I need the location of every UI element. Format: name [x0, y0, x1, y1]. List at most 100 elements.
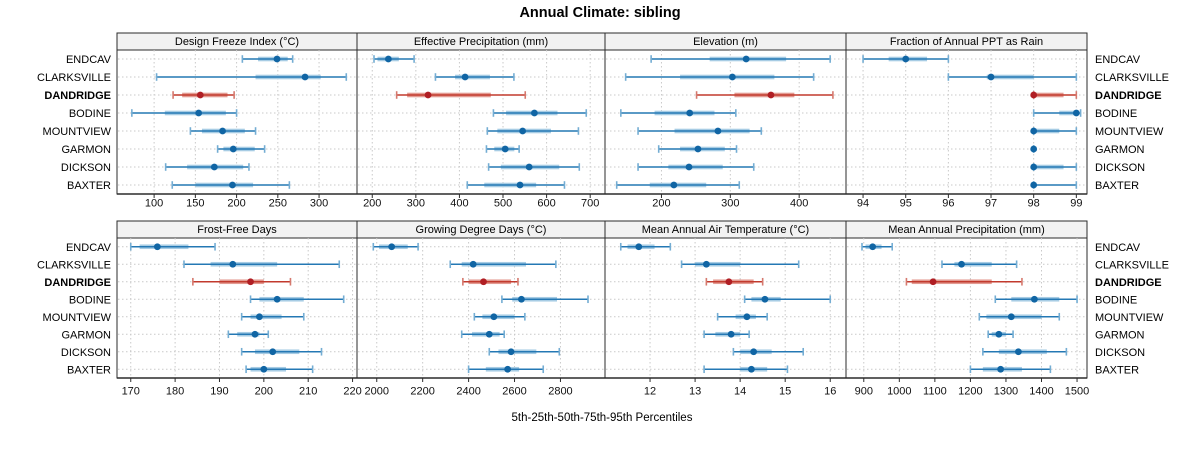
- site-label-right: ENDCAV: [1095, 242, 1141, 254]
- panel-8: Mean Annual Precipitation (mm) 900 1000 110…: [845, 220, 1089, 398]
- series-garmon: [1030, 145, 1038, 153]
- tick-label: 13: [689, 386, 701, 398]
- tick-label: 600: [537, 198, 555, 210]
- median-dot: [260, 365, 268, 373]
- series-baxter: [615, 181, 741, 189]
- series-dandridge: [462, 277, 519, 286]
- median-dot: [1072, 109, 1080, 117]
- median-dot: [210, 163, 218, 171]
- site-label-left: GARMON: [62, 144, 112, 156]
- series-clarksville: [155, 73, 348, 81]
- tick-label: 200: [652, 198, 670, 210]
- series-bodine: [620, 109, 737, 117]
- median-dot: [219, 127, 226, 135]
- tick-label: 500: [494, 198, 512, 210]
- series-mountview: [637, 127, 763, 135]
- site-label-right: DICKSON: [1095, 162, 1145, 174]
- site-label-left: DANDRIDGE: [44, 277, 111, 289]
- site-label-right: BAXTER: [1095, 364, 1139, 376]
- tick-label: 99: [1070, 198, 1082, 210]
- site-label-left: CLARKSVILLE: [37, 259, 111, 271]
- site-label-right: BODINE: [1095, 108, 1137, 120]
- median-dot: [516, 181, 524, 189]
- median-dot: [1030, 127, 1038, 135]
- median-dot: [958, 260, 965, 268]
- tick-label: 700: [581, 198, 599, 210]
- tick-label: 1200: [958, 386, 982, 398]
- median-dot: [761, 295, 769, 303]
- tick-label: 200: [227, 198, 245, 210]
- series-baxter: [466, 181, 566, 189]
- median-dot: [929, 278, 937, 286]
- median-dot: [485, 330, 493, 338]
- series-dickson: [1030, 163, 1078, 171]
- panel-3: Elevation (m) 200 300 400: [604, 32, 847, 210]
- series-bodine: [994, 295, 1078, 304]
- tick-label: 95: [900, 198, 912, 210]
- series-dickson: [982, 347, 1068, 356]
- series-endcav: [373, 55, 415, 63]
- median-dot: [229, 145, 237, 153]
- site-label-left: CLARKSVILLE: [37, 72, 111, 84]
- median-dot: [196, 91, 204, 99]
- tick-label: 100: [145, 198, 163, 210]
- median-dot: [247, 278, 254, 286]
- site-label-left: DICKSON: [61, 162, 111, 174]
- tick-label: 1500: [1065, 386, 1089, 398]
- tick-label: 210: [299, 386, 317, 398]
- median-dot: [1030, 91, 1038, 99]
- series-baxter: [171, 181, 291, 189]
- panel-plot-area: [116, 237, 358, 379]
- median-dot: [195, 109, 203, 117]
- tick-label: 190: [210, 386, 228, 398]
- series-clarksville: [183, 260, 341, 269]
- tick-label: 220: [343, 386, 361, 398]
- median-dot: [229, 181, 236, 189]
- series-mountview: [486, 127, 580, 135]
- panel-plot-area: [604, 49, 847, 195]
- series-mountview: [978, 312, 1061, 321]
- tick-label: 2200: [410, 386, 434, 398]
- series-mountview: [189, 127, 257, 135]
- series-bodine: [492, 109, 588, 117]
- median-dot: [519, 127, 527, 135]
- median-dot: [995, 330, 1003, 338]
- median-dot: [507, 348, 515, 356]
- panel-plot-area: [356, 49, 606, 195]
- median-dot: [1030, 181, 1038, 189]
- panel-plot-area: [356, 237, 606, 379]
- series-garmon: [485, 145, 520, 153]
- site-label-right: CLARKSVILLE: [1095, 259, 1169, 271]
- median-dot: [728, 73, 736, 81]
- series-dickson: [488, 347, 561, 356]
- panel-5: Frost-Free Days 170 180 190 200 210 220: [116, 220, 362, 398]
- median-dot: [490, 313, 498, 321]
- median-dot: [902, 55, 910, 63]
- median-dot: [748, 365, 755, 373]
- tick-label: 400: [790, 198, 808, 210]
- series-garmon: [987, 330, 1014, 339]
- series-garmon: [460, 330, 505, 339]
- median-dot: [273, 55, 281, 63]
- series-dickson: [637, 163, 755, 171]
- site-label-right: CLARKSVILLE: [1095, 72, 1169, 84]
- median-dot: [269, 348, 277, 356]
- median-dot: [501, 145, 509, 153]
- series-endcav: [372, 242, 419, 251]
- median-dot: [727, 330, 735, 338]
- panel-title: Fraction of Annual PPT as Rain: [890, 36, 1043, 48]
- site-label-left: DICKSON: [61, 347, 111, 359]
- panel-title: Mean Annual Air Temperature (°C): [642, 224, 809, 236]
- series-clarksville: [680, 260, 800, 269]
- panel-plot-area: [845, 49, 1088, 195]
- series-dandridge: [395, 91, 527, 99]
- panel-title: Mean Annual Precipitation (mm): [888, 224, 1045, 236]
- tick-label: 16: [824, 386, 836, 398]
- panel-title: Elevation (m): [693, 36, 758, 48]
- tick-label: 400: [450, 198, 468, 210]
- site-label-left: ENDCAV: [66, 242, 112, 254]
- series-dickson: [164, 163, 250, 171]
- median-dot: [694, 145, 702, 153]
- panel-2: Effective Precipitation (mm) 200 300 400 500…: [356, 32, 606, 210]
- median-dot: [273, 295, 281, 303]
